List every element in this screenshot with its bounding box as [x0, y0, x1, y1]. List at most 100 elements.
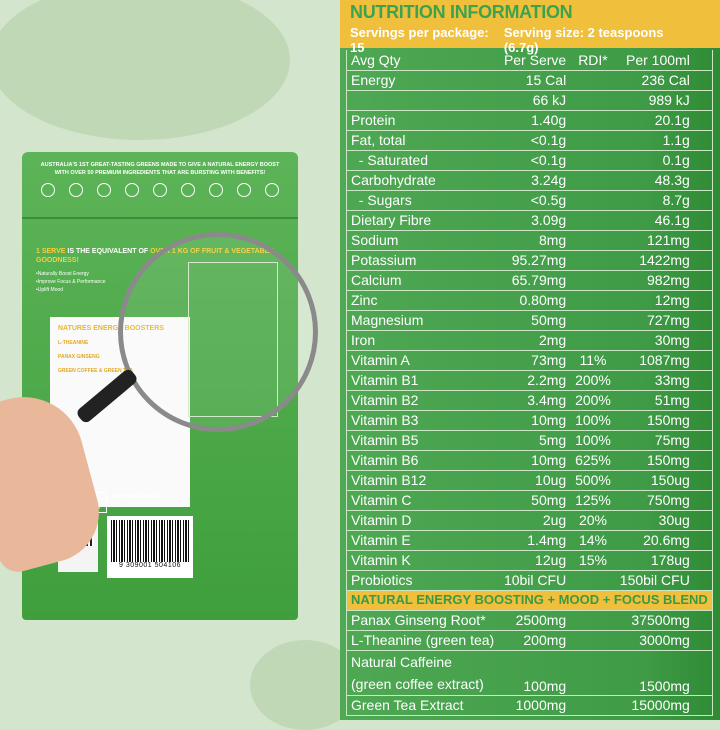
cell-p1: 3000mg [615, 630, 713, 651]
cell-rdi [570, 250, 616, 271]
cell-p1: 20.6mg [615, 530, 713, 551]
cell-lbl: Natural Caffeine (green coffee extract) [346, 650, 499, 696]
cell-rdi: 200% [570, 390, 616, 411]
nutrition-panel: NUTRITION INFORMATION Servings per packa… [340, 0, 720, 720]
table-row: - Sugars <0.5g 8.7g [346, 190, 713, 211]
cell-lbl: Vitamin B2 [346, 390, 499, 411]
cell-lbl: L-Theanine (green tea) [346, 630, 499, 651]
cell-lbl: Vitamin C [346, 490, 499, 511]
cell-p1: 0.1g [615, 150, 713, 171]
cell-p1: 150mg [615, 410, 713, 431]
cell-lbl: Energy [346, 70, 499, 91]
bag-seal [22, 217, 298, 220]
cell-p1: 75mg [615, 430, 713, 451]
cell-p1: 178ug [615, 550, 713, 571]
cell-ps: 15 Cal [498, 70, 571, 91]
cell-p1: 15000mg [615, 695, 713, 716]
table-row: - Saturated <0.1g 0.1g [346, 150, 713, 171]
barcode: 9 309001 504106 [107, 516, 193, 578]
cell-lbl [346, 90, 499, 111]
cell-rdi [570, 70, 616, 91]
cell-rdi: RDI* [570, 50, 616, 71]
cell-p1: 750mg [615, 490, 713, 511]
cell-p1: 37500mg [615, 610, 713, 631]
cell-rdi [570, 230, 616, 251]
table-row: Green Tea Extract 1000mg 15000mg [346, 695, 713, 716]
cell-p1: 989 kJ [615, 90, 713, 111]
cell-lbl: Vitamin B12 [346, 470, 499, 491]
cell-rdi [570, 630, 616, 651]
cell-rdi: 14% [570, 530, 616, 551]
cell-ps: <0.5g [498, 190, 571, 211]
bag-bullets: •Naturally Boost Energy •Improve Focus & … [36, 270, 106, 293]
cell-p1: 51mg [615, 390, 713, 411]
table-row: Vitamin B5 5mg 100% 75mg [346, 430, 713, 451]
cell-lbl: Avg Qty [346, 50, 499, 71]
cell-ps: 3.24g [498, 170, 571, 191]
nutrition-header: NUTRITION INFORMATION Servings per packa… [340, 0, 720, 55]
cell-ps: 3.09g [498, 210, 571, 231]
table-row: Protein 1.40g 20.1g [346, 110, 713, 131]
cell-p1: 46.1g [615, 210, 713, 231]
cell-p1: 20.1g [615, 110, 713, 131]
table-row: Dietary Fibre 3.09g 46.1g [346, 210, 713, 231]
cell-p1: 30mg [615, 330, 713, 351]
table-row: Magnesium 50mg 727mg [346, 310, 713, 331]
cell-lbl: Sodium [346, 230, 499, 251]
cell-ps: 200mg [498, 630, 571, 651]
cell-rdi: 100% [570, 430, 616, 451]
cell-rdi: 100% [570, 410, 616, 431]
cell-rdi: 200% [570, 370, 616, 391]
cell-lbl: Vitamin E [346, 530, 499, 551]
cell-rdi [570, 290, 616, 311]
cell-p1: 1422mg [615, 250, 713, 271]
cell-rdi [570, 130, 616, 151]
cell-rdi [570, 90, 616, 111]
cell-p1: 150ug [615, 470, 713, 491]
cell-p1: Per 100ml [615, 50, 713, 71]
cell-rdi [570, 310, 616, 331]
cell-rdi [570, 695, 616, 716]
cell-p1: 30ug [615, 510, 713, 531]
cell-lbl: Vitamin B1 [346, 370, 499, 391]
cell-ps: 65.79mg [498, 270, 571, 291]
benefit-icons [22, 177, 298, 203]
cell-lbl: Iron [346, 330, 499, 351]
cell-lbl: Probiotics [346, 570, 499, 591]
cell-lbl: Green Tea Extract [346, 695, 499, 716]
table-row: Fat, total <0.1g 1.1g [346, 130, 713, 151]
cell-p1: 150mg [615, 450, 713, 471]
cell-lbl: Vitamin A [346, 350, 499, 371]
table-row: Iron 2mg 30mg [346, 330, 713, 351]
cell-ps: <0.1g [498, 130, 571, 151]
cell-lbl: - Sugars [346, 190, 499, 211]
table-row: 66 kJ 989 kJ [346, 90, 713, 111]
table-row: Vitamin B1 2.2mg 200% 33mg [346, 370, 713, 391]
cell-rdi [570, 190, 616, 211]
cell-lbl: Potassium [346, 250, 499, 271]
cell-p1: 727mg [615, 310, 713, 331]
magnifying-glass-icon [118, 232, 318, 432]
cell-p1: 121mg [615, 230, 713, 251]
cell-rdi [570, 570, 616, 591]
table-row: Vitamin D 2ug 20% 30ug [346, 510, 713, 531]
table-row: Vitamin E 1.4mg 14% 20.6mg [346, 530, 713, 551]
cell-lbl: Carbohydrate [346, 170, 499, 191]
cell-lbl: Protein [346, 110, 499, 131]
cell-ps: 10bil CFU [498, 570, 571, 591]
cell-lbl: Zinc [346, 290, 499, 311]
cell-lbl: - Saturated [346, 150, 499, 171]
cell-rdi [570, 270, 616, 291]
cell-rdi [570, 210, 616, 231]
table-row: Avg Qty Per Serve RDI* Per 100ml [346, 50, 713, 71]
cell-p1: 236 Cal [615, 70, 713, 91]
cell-lbl: Fat, total [346, 130, 499, 151]
cell-lbl: Vitamin B3 [346, 410, 499, 431]
table-row: Carbohydrate 3.24g 48.3g [346, 170, 713, 191]
table-row: L-Theanine (green tea) 200mg 3000mg [346, 630, 713, 651]
cell-ps: 0.80mg [498, 290, 571, 311]
cell-ps: 50mg [498, 310, 571, 331]
cell-ps: <0.1g [498, 150, 571, 171]
cell-lbl: Vitamin D [346, 510, 499, 531]
cell-lbl: Vitamin K [346, 550, 499, 571]
